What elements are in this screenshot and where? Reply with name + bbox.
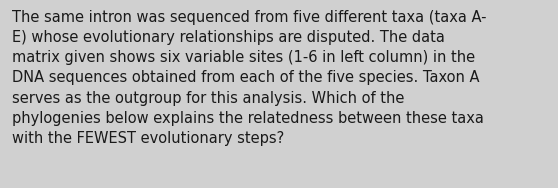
- Text: The same intron was sequenced from five different taxa (taxa A-
E) whose evoluti: The same intron was sequenced from five …: [12, 10, 487, 146]
